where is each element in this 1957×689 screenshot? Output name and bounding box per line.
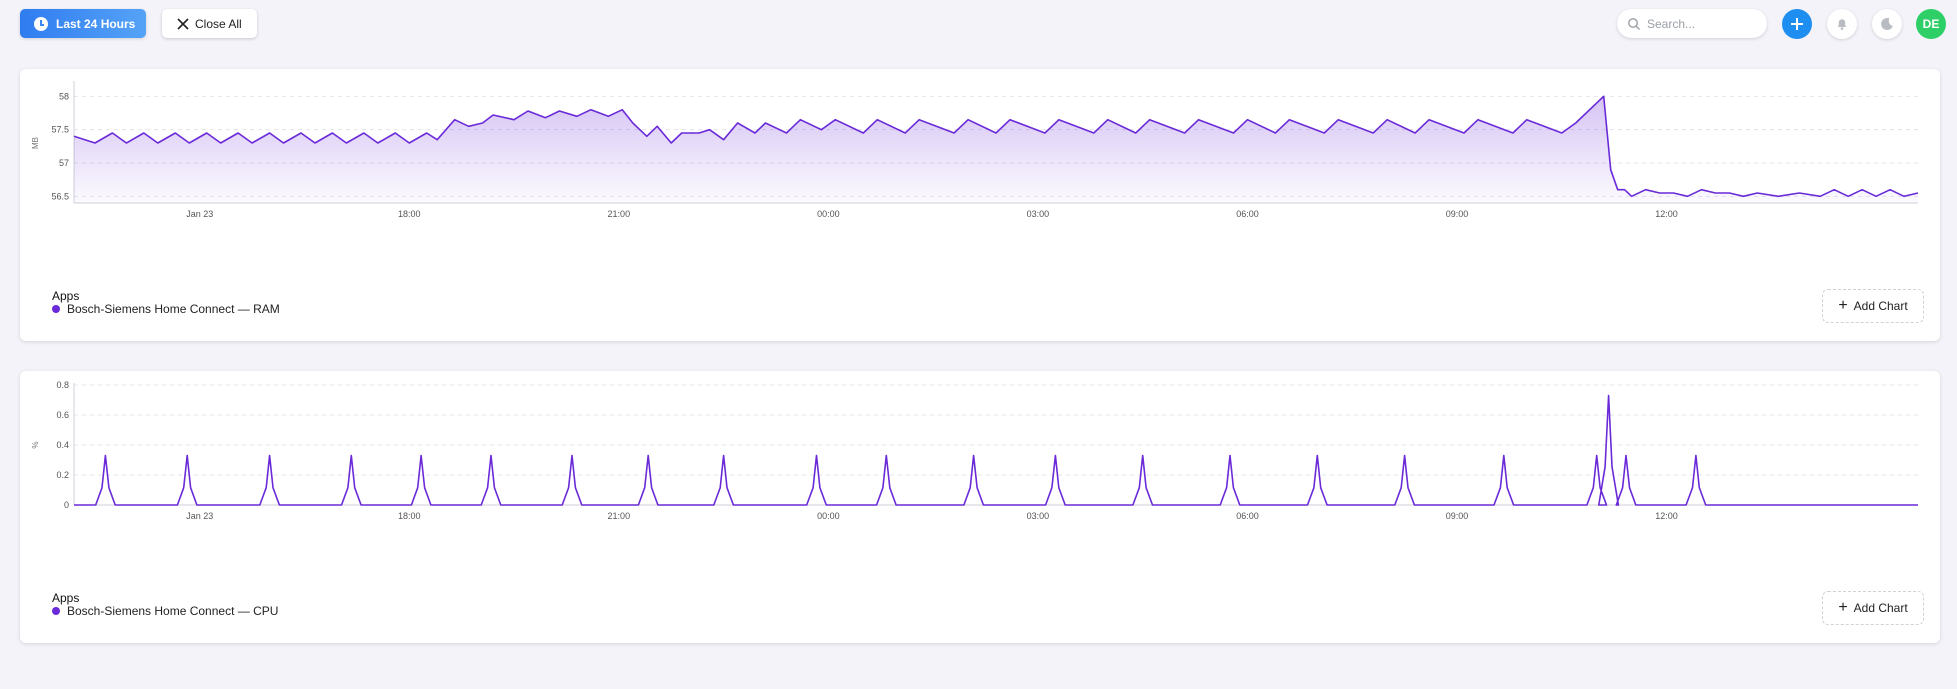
add-chart-label: Add Chart (1853, 299, 1908, 313)
avatar[interactable]: DE (1916, 9, 1946, 39)
time-range-button[interactable]: Last 24 Hours (20, 9, 146, 38)
search-icon (1628, 17, 1640, 30)
bell-icon (1838, 19, 1846, 30)
search-box[interactable] (1617, 9, 1767, 38)
x-tick-label: 00:00 (817, 209, 840, 219)
x-tick-label: 18:00 (398, 209, 421, 219)
series-color-dot (52, 607, 60, 615)
y-tick-label: 57.5 (51, 125, 69, 135)
add-button[interactable] (1782, 9, 1812, 39)
x-tick-label: 03:00 (1027, 209, 1050, 219)
series-color-dot (52, 305, 60, 313)
cpu-chart: 0 0.2 0.4 0.6 0.8 Jan 23 18:00 21:00 00:00 03:00 0… (31, 380, 1918, 521)
x-tick-label: 03:00 (1027, 511, 1050, 521)
close-all-button[interactable]: Close All (162, 9, 257, 38)
legend-title: Apps (52, 289, 80, 303)
x-tick-label: 06:00 (1236, 511, 1259, 521)
x-tick-label: 09:00 (1446, 511, 1469, 521)
ram-chart-card: 56.5 57 57.5 58 Jan 23 18:00 21:00 00:00 03:00 06… (20, 69, 1940, 341)
y-tick-label: 0.6 (56, 410, 69, 420)
y-tick-label: 0.4 (56, 440, 69, 450)
x-tick-label: 12:00 (1655, 511, 1678, 521)
y-tick-label: 58 (59, 91, 69, 101)
legend-item-label: Bosch-Siemens Home Connect — CPU (67, 604, 279, 618)
ram-chart: 56.5 57 57.5 58 Jan 23 18:00 21:00 00:00 03:00 06… (31, 81, 1919, 219)
cpu-chart-card: 0 0.2 0.4 0.6 0.8 Jan 23 18:00 21:00 00:00 03:00 0… (20, 371, 1940, 643)
legend-title: Apps (52, 591, 80, 605)
theme-toggle-button[interactable] (1872, 9, 1902, 39)
close-icon (177, 17, 189, 30)
plus-icon: + (1838, 297, 1848, 314)
series-line (73, 95, 1919, 198)
x-tick-label: 09:00 (1446, 209, 1469, 219)
x-tick-label: Jan 23 (186, 511, 213, 521)
y-tick-label: 56.5 (51, 191, 69, 201)
close-all-label: Close All (195, 16, 242, 31)
x-tick-label: 06:00 (1236, 209, 1259, 219)
add-chart-button[interactable]: + Add Chart (1822, 289, 1924, 323)
x-tick-label: 12:00 (1655, 209, 1678, 219)
y-tick-label: 0.8 (56, 380, 69, 390)
legend-item[interactable]: Bosch-Siemens Home Connect — RAM (52, 302, 280, 316)
y-tick-label: 57 (59, 158, 69, 168)
x-tick-label: 18:00 (398, 511, 421, 521)
time-range-label: Last 24 Hours (56, 16, 136, 31)
y-tick-label: 0 (64, 500, 69, 510)
y-tick-label: 0.2 (56, 470, 69, 480)
plus-icon: + (1838, 599, 1848, 616)
x-tick-label: 00:00 (817, 511, 840, 521)
y-axis-label: % (31, 441, 40, 448)
legend-item-label: Bosch-Siemens Home Connect — RAM (67, 302, 280, 316)
clock-icon (34, 16, 48, 31)
x-tick-label: Jan 23 (186, 209, 213, 219)
moon-icon (1881, 18, 1893, 31)
toolbar: Last 24 Hours Close All DE (0, 0, 1957, 48)
search-input[interactable] (1647, 16, 1757, 31)
legend-item[interactable]: Bosch-Siemens Home Connect — CPU (52, 604, 278, 618)
y-axis-label: MB (31, 137, 40, 149)
notifications-button[interactable] (1827, 9, 1857, 39)
add-chart-button[interactable]: + Add Chart (1822, 591, 1924, 625)
x-tick-label: 21:00 (608, 209, 631, 219)
x-tick-label: 21:00 (608, 511, 631, 521)
series-line (74, 394, 1918, 506)
plus-icon (1791, 18, 1803, 30)
series-area (74, 96, 1918, 203)
add-chart-label: Add Chart (1853, 601, 1908, 615)
